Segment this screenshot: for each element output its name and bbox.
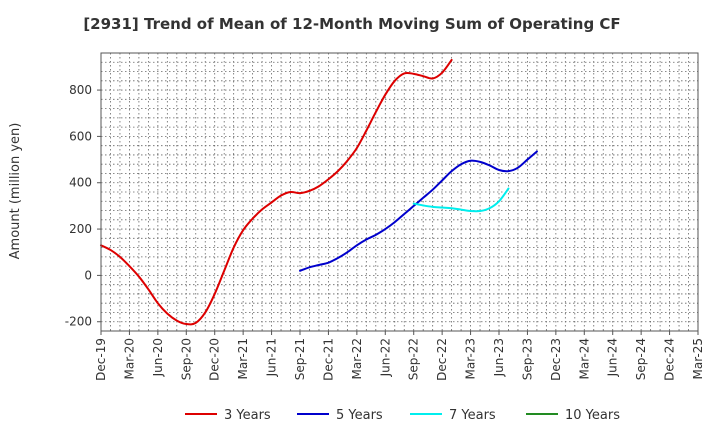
x-tick-label: Dec-24 bbox=[663, 338, 677, 381]
series-layer bbox=[100, 58, 538, 326]
x-tick-label: Jun-24 bbox=[606, 338, 620, 377]
plot-frame bbox=[100, 52, 699, 332]
legend-label-5-years: 5 Years bbox=[336, 408, 383, 423]
x-tick-label: Dec-19 bbox=[94, 338, 108, 381]
x-tick-label: Jun-20 bbox=[151, 338, 165, 377]
chart-title: [2931] Trend of Mean of 12-Month Moving … bbox=[83, 15, 620, 33]
x-tick-labels: Dec-19 Mar-20 Jun-20 Sep-20 Dec-20 Mar-21 Jun-… bbox=[94, 331, 705, 381]
x-tick-label: Mar-20 bbox=[122, 338, 136, 379]
y-tick-label: 800 bbox=[69, 83, 92, 97]
y-axis-label: Amount (million yen) bbox=[8, 123, 23, 260]
x-tick-label: Jun-21 bbox=[265, 338, 279, 377]
series-line-3-years bbox=[100, 58, 453, 326]
legend-label-3-years: 3 Years bbox=[224, 408, 271, 423]
x-tick-label: Dec-20 bbox=[208, 338, 222, 381]
legend-label-7-years: 7 Years bbox=[449, 408, 496, 423]
x-tick-label: Mar-24 bbox=[577, 338, 591, 379]
y-tick-label: 600 bbox=[69, 129, 92, 143]
x-tick-label: Sep-23 bbox=[520, 338, 534, 380]
x-tick-label: Sep-21 bbox=[293, 338, 307, 380]
x-tick-label: Dec-23 bbox=[549, 338, 563, 381]
x-tick-label: Jun-23 bbox=[492, 338, 506, 377]
series-line-7-years bbox=[412, 187, 510, 213]
y-tick-label: 400 bbox=[69, 176, 92, 190]
x-tick-label: Mar-21 bbox=[236, 338, 250, 379]
legend-label-10-years: 10 Years bbox=[565, 408, 620, 423]
x-tick-label: Sep-24 bbox=[634, 338, 648, 380]
grid bbox=[101, 53, 698, 331]
y-tick-label: 200 bbox=[69, 222, 92, 236]
x-tick-label: Sep-22 bbox=[407, 338, 421, 380]
x-tick-label: Dec-22 bbox=[435, 338, 449, 381]
y-tick-label: 0 bbox=[84, 268, 92, 282]
x-tick-label: Mar-22 bbox=[350, 338, 364, 379]
plot-area bbox=[101, 53, 698, 331]
series-line-5-years bbox=[299, 150, 538, 272]
legend: 3 Years 5 Years 7 Years 10 Years bbox=[185, 408, 620, 423]
x-tick-label: Sep-20 bbox=[179, 338, 193, 380]
x-tick-label: Dec-21 bbox=[321, 338, 335, 381]
x-tick-label: Mar-23 bbox=[464, 338, 478, 379]
y-tick-label: -200 bbox=[65, 315, 92, 329]
x-tick-label: Mar-25 bbox=[691, 338, 705, 379]
y-tick-labels: -200 0 200 400 600 800 bbox=[65, 83, 101, 329]
x-tick-label: Jun-22 bbox=[378, 338, 392, 377]
